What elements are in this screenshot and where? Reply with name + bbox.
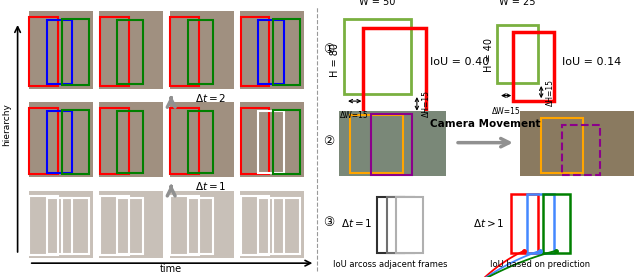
Bar [29, 17, 58, 86]
Text: ②: ② [324, 135, 335, 148]
Bar [273, 110, 300, 173]
Bar [100, 109, 129, 174]
Bar [377, 197, 404, 253]
Bar [241, 17, 269, 86]
Bar [47, 198, 72, 254]
Bar [363, 28, 426, 114]
Bar [241, 109, 269, 174]
Text: $\Delta t = 2$: $\Delta t = 2$ [195, 91, 227, 104]
Bar [396, 197, 423, 253]
Text: hierarchy: hierarchy [3, 103, 12, 146]
Bar [100, 17, 129, 86]
Bar [62, 198, 89, 254]
Bar [29, 109, 58, 174]
Bar [170, 11, 234, 89]
Bar [170, 196, 199, 255]
Bar [339, 111, 445, 176]
Bar [62, 19, 89, 85]
Bar [62, 110, 89, 173]
Bar [527, 194, 554, 253]
Text: $\Delta t > 1$: $\Delta t > 1$ [473, 217, 504, 229]
Text: IoU = 0.14: IoU = 0.14 [562, 57, 621, 67]
Bar [100, 196, 129, 255]
Bar [344, 19, 410, 94]
Bar [170, 109, 199, 174]
Text: ①: ① [324, 43, 335, 56]
Bar [99, 11, 163, 89]
Text: IoU based on prediction: IoU based on prediction [490, 260, 589, 269]
Text: IoU arcoss adjacent frames: IoU arcoss adjacent frames [333, 260, 447, 269]
Text: ΔH=15: ΔH=15 [422, 90, 431, 117]
Bar [258, 111, 284, 173]
Bar [258, 198, 284, 254]
Bar [258, 20, 284, 84]
Text: H = 40: H = 40 [484, 39, 493, 72]
Bar [188, 20, 213, 84]
Text: $\Delta t = 1$: $\Delta t = 1$ [195, 180, 227, 192]
Bar [29, 196, 58, 255]
Bar [99, 191, 163, 258]
Bar [350, 115, 403, 173]
Text: ③: ③ [324, 217, 335, 229]
Bar [541, 118, 582, 173]
Bar [497, 25, 538, 83]
Bar [29, 102, 93, 177]
Text: W = 50: W = 50 [359, 0, 396, 7]
Bar [387, 197, 413, 253]
Bar [47, 20, 72, 84]
Bar [117, 20, 143, 84]
Bar [29, 11, 93, 89]
Bar [273, 198, 300, 254]
Bar [513, 32, 554, 101]
Bar [117, 198, 143, 254]
Bar [99, 102, 163, 177]
Bar [188, 111, 213, 173]
Bar [240, 102, 304, 177]
Text: IoU = 0.40: IoU = 0.40 [429, 57, 489, 67]
Text: ΔW=15: ΔW=15 [340, 111, 369, 120]
Bar [240, 11, 304, 89]
Text: $\Delta t = 1$: $\Delta t = 1$ [340, 217, 372, 229]
Text: Camera Movement: Camera Movement [430, 119, 541, 129]
Text: H = 80: H = 80 [330, 43, 340, 76]
Bar [117, 111, 143, 173]
Bar [170, 191, 234, 258]
Bar [170, 102, 234, 177]
Bar [543, 194, 570, 253]
Bar [273, 19, 300, 85]
Text: time: time [160, 264, 182, 274]
Bar [170, 17, 199, 86]
Bar [241, 196, 269, 255]
Text: ΔH=15: ΔH=15 [546, 79, 555, 106]
Bar [562, 125, 600, 175]
Bar [511, 194, 538, 253]
Bar [240, 191, 304, 258]
Bar [520, 111, 634, 176]
Bar [29, 191, 93, 258]
Bar [371, 114, 412, 175]
Text: ΔW=15: ΔW=15 [492, 107, 520, 116]
Bar [188, 198, 213, 254]
Bar [47, 111, 72, 173]
Text: W = 25: W = 25 [499, 0, 536, 7]
